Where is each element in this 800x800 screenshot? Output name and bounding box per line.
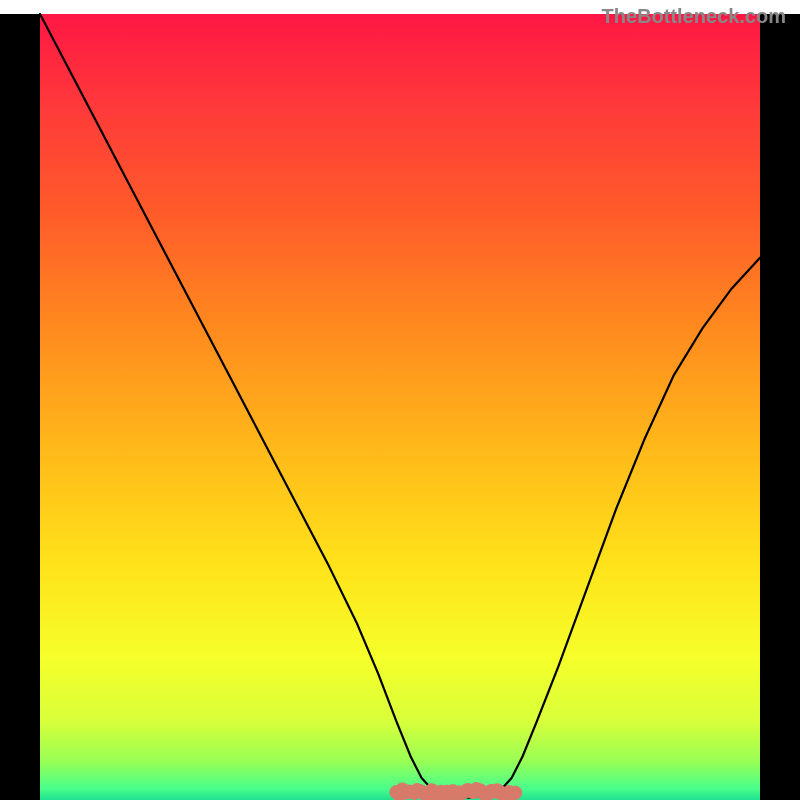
chart-container: TheBottleneck.com <box>0 0 800 800</box>
gradient-background <box>40 14 760 800</box>
valley-fuzz-band <box>396 789 515 795</box>
watermark-text: TheBottleneck.com <box>602 6 786 29</box>
plot-left-border <box>0 14 40 800</box>
plot-right-border <box>760 14 800 800</box>
chart-svg <box>0 0 800 800</box>
